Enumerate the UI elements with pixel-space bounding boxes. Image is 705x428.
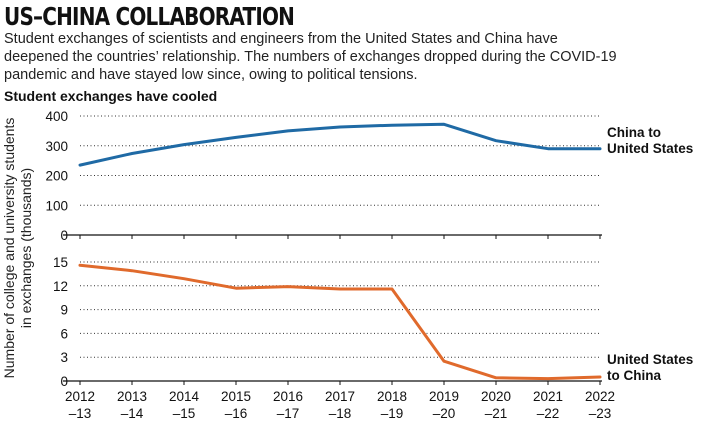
x-tick-label: 2016	[273, 389, 303, 404]
y-tick-label: 12	[53, 279, 68, 294]
x-tick-label: 2017	[325, 389, 355, 404]
y-tick-label: 0	[60, 228, 68, 243]
x-tick-label: 2019	[429, 389, 459, 404]
chart-title: US–CHINA COLLABORATION	[4, 2, 295, 31]
series-line-china-to-us	[78, 122, 602, 167]
x-tick-label: –23	[589, 406, 612, 421]
y-tick-label: 6	[60, 326, 68, 341]
y-tick-label: 400	[45, 109, 68, 124]
series-label: to China	[607, 368, 661, 383]
y-tick-label: 0	[60, 374, 68, 389]
y-tick-label: 100	[45, 198, 68, 213]
x-tick-label: 2020	[481, 389, 511, 404]
series-label: United States	[607, 141, 693, 156]
x-tick-label: –21	[485, 406, 508, 421]
x-tick-label: –19	[381, 406, 404, 421]
x-tick-label: –20	[433, 406, 456, 421]
y-tick-label: 200	[45, 169, 68, 184]
y-axis-label-line: Number of college and university student…	[1, 118, 17, 379]
x-tick-label: 2013	[117, 389, 147, 404]
axes	[63, 234, 602, 385]
series-label: China to	[607, 125, 661, 140]
panel-heading: Student exchanges have cooled	[4, 88, 218, 104]
x-tick-label: –18	[329, 406, 352, 421]
series-line-us-to-china	[78, 263, 602, 381]
x-tick-label: –15	[173, 406, 196, 421]
x-tick-label: –13	[69, 406, 92, 421]
y-tick-label: 300	[45, 139, 68, 154]
x-tick-label: –17	[277, 406, 300, 421]
x-tick-label: 2014	[169, 389, 200, 404]
x-tick-label: 2015	[221, 389, 251, 404]
y-tick-label: 3	[60, 350, 68, 365]
gridlines	[80, 115, 600, 358]
x-tick-label: –14	[121, 406, 144, 421]
series-label: United States	[607, 352, 693, 367]
x-tick-label: 2018	[377, 389, 407, 404]
x-tick-label: 2012	[65, 389, 95, 404]
x-tick-label: 2021	[533, 389, 563, 404]
y-tick-label: 15	[53, 255, 68, 270]
x-tick-label: –16	[225, 406, 248, 421]
y-axis-label-line: in exchanges (thousands)	[18, 168, 34, 328]
y-tick-label: 9	[60, 303, 68, 318]
y-axis-label: Number of college and university student…	[1, 118, 34, 379]
series-lines	[78, 122, 602, 381]
x-tick-label: –22	[537, 406, 560, 421]
x-tick-label: 2022	[585, 389, 615, 404]
chart-subtitle: Student exchanges of scientists and engi…	[4, 31, 617, 83]
